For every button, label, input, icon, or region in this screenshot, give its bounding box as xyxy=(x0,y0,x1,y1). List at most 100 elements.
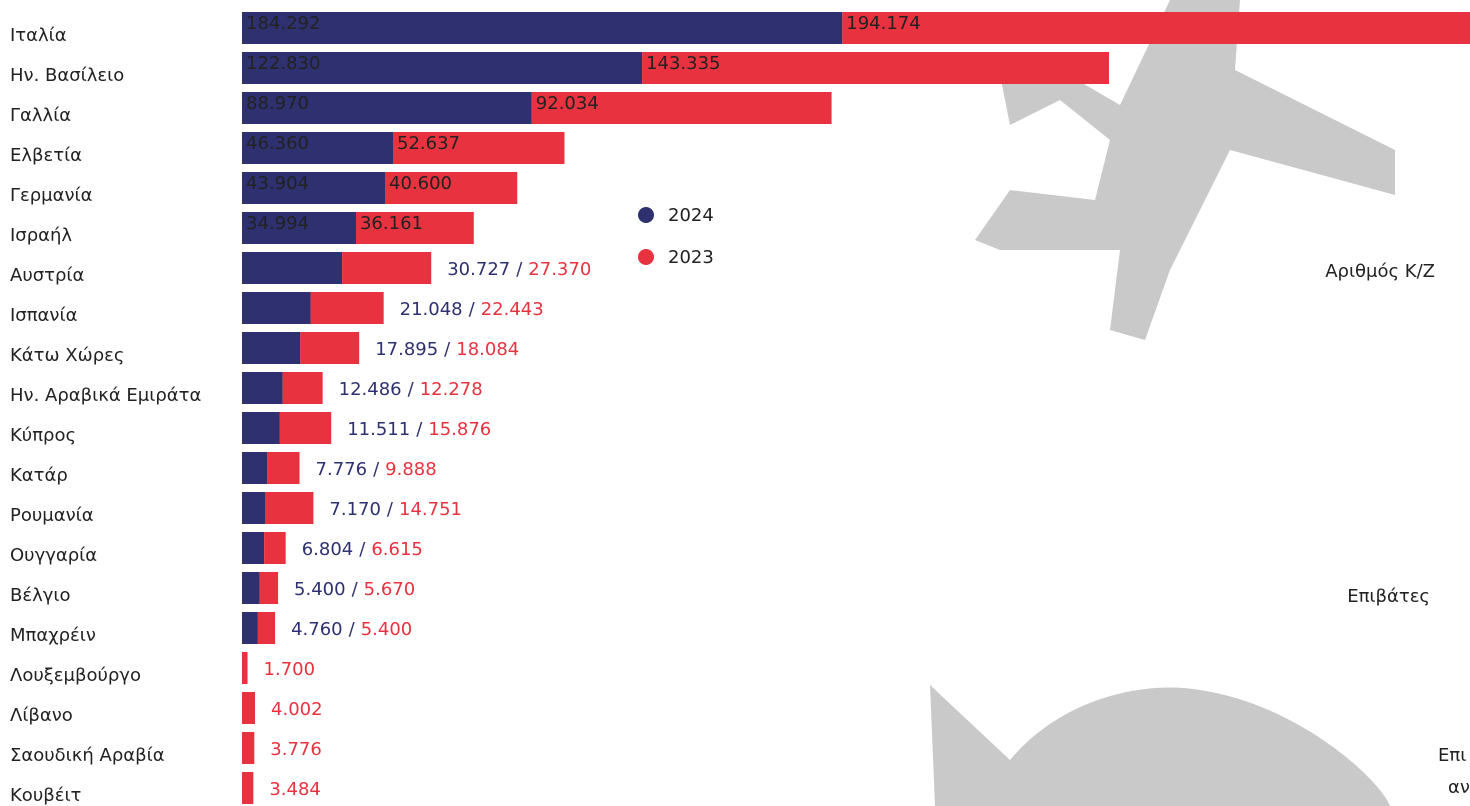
value-label: 6.804 xyxy=(302,539,354,560)
label-separator: / xyxy=(359,539,366,560)
category-label: Αυστρία xyxy=(10,265,84,286)
bar-segment xyxy=(242,372,283,404)
value-label: 11.511 xyxy=(347,419,410,440)
bar-segment xyxy=(242,532,264,564)
category-label: Μπαχρέιν xyxy=(10,625,96,646)
bar-segment xyxy=(242,412,279,444)
value-label: 184.292 xyxy=(246,13,320,34)
value-label-group: 1.700 xyxy=(264,659,316,680)
value-label: 7.170 xyxy=(329,499,381,520)
value-label-group: 3.776 xyxy=(270,739,322,760)
category-label: Κουβέιτ xyxy=(10,785,81,806)
value-label-group: 3.484 xyxy=(269,779,321,800)
legend-marker xyxy=(638,207,654,223)
value-label: 14.751 xyxy=(399,499,462,520)
category-label: Ην. Βασίλειο xyxy=(10,65,124,86)
value-label-group: 11.511 /15.876 xyxy=(347,419,491,440)
value-label: 52.637 xyxy=(397,133,460,154)
bar-segment xyxy=(242,612,258,644)
legend-label: 2024 xyxy=(668,205,714,226)
category-label: Σαουδική Αραβία xyxy=(10,745,165,766)
bar-segment xyxy=(242,652,248,684)
label-separator: / xyxy=(352,579,359,600)
category-label: Κάτω Χώρες xyxy=(10,345,124,366)
plane-silhouette xyxy=(975,0,1395,340)
value-label: 4.002 xyxy=(271,699,323,720)
value-label-group: 21.048 /22.443 xyxy=(400,299,544,320)
category-label: Ισραήλ xyxy=(10,225,72,246)
value-label-group: 7.170 /14.751 xyxy=(329,499,462,520)
value-label: 27.370 xyxy=(528,259,591,280)
label-separator: / xyxy=(408,379,415,400)
value-label: 5.400 xyxy=(361,619,413,640)
label-separator: / xyxy=(516,259,523,280)
value-label: 36.161 xyxy=(360,213,423,234)
circle-shape xyxy=(930,685,1390,806)
label-separator: / xyxy=(444,339,451,360)
bar-segment xyxy=(242,252,342,284)
decoration xyxy=(930,0,1395,806)
category-label: Κύπρος xyxy=(10,425,76,446)
value-label: 17.895 xyxy=(375,339,438,360)
bar-segment xyxy=(279,412,331,444)
category-label: Γερμανία xyxy=(10,185,93,206)
category-label: Λουξεμβούργο xyxy=(10,665,141,686)
bar-segment xyxy=(242,692,255,724)
chart: Ιταλία184.292194.174Ην. Βασίλειο122.8301… xyxy=(0,0,1470,806)
value-label-group: 7.776/9.888 xyxy=(316,459,437,480)
label-separator: / xyxy=(373,459,380,480)
value-label-group: 6.804/6.615 xyxy=(302,539,423,560)
value-label: 30.727 xyxy=(447,259,510,280)
label-separator: / xyxy=(416,419,423,440)
category-label: Βέλγιο xyxy=(10,585,71,606)
bar-segment xyxy=(265,492,313,524)
bar-segment xyxy=(242,12,842,44)
bar-segment xyxy=(264,532,286,564)
value-label: 15.876 xyxy=(428,419,491,440)
value-label: 21.048 xyxy=(400,299,463,320)
category-label: Λίβανο xyxy=(10,705,73,726)
value-label: 5.670 xyxy=(364,579,416,600)
value-label: 12.278 xyxy=(420,379,483,400)
bar-segment xyxy=(342,252,431,284)
value-label: 22.443 xyxy=(481,299,544,320)
value-label: 9.888 xyxy=(385,459,437,480)
value-label: 92.034 xyxy=(536,93,599,114)
bar-segment xyxy=(283,372,323,404)
value-label-group: 4.002 xyxy=(271,699,323,720)
legend-label: 2023 xyxy=(668,247,714,268)
value-label: 122.830 xyxy=(246,53,320,74)
value-label: 18.084 xyxy=(456,339,519,360)
value-label: 5.400 xyxy=(294,579,346,600)
value-label: 1.700 xyxy=(264,659,316,680)
category-label: Ρουμανία xyxy=(10,505,94,526)
label-separator: / xyxy=(387,499,394,520)
value-label: 4.760 xyxy=(291,619,343,640)
label-separator: / xyxy=(349,619,356,640)
bar-segment xyxy=(260,572,278,604)
category-label: Ην. Αραβικά Εμιράτα xyxy=(10,385,201,406)
bar-segment xyxy=(242,732,254,764)
annotation: Επιβάτες xyxy=(1347,586,1430,607)
bar-segment xyxy=(311,292,384,324)
category-label: Κατάρ xyxy=(10,465,68,486)
value-label-group: 4.760 /5.400 xyxy=(291,619,412,640)
annotation: αν xyxy=(1448,777,1470,798)
value-label-group: 12.486 /12.278 xyxy=(339,379,483,400)
annotation: Επι xyxy=(1438,745,1466,766)
category-label: Γαλλία xyxy=(10,105,71,126)
value-label-group: 30.727 /27.370 xyxy=(447,259,591,280)
category-label: Ουγγαρία xyxy=(10,545,97,566)
value-label-group: 17.895 /18.084 xyxy=(375,339,519,360)
value-label: 12.486 xyxy=(339,379,402,400)
value-label: 40.600 xyxy=(389,173,452,194)
value-label: 43.904 xyxy=(246,173,309,194)
value-label: 7.776 xyxy=(316,459,368,480)
value-label: 3.484 xyxy=(269,779,321,800)
label-separator: / xyxy=(469,299,476,320)
category-label: Ιταλία xyxy=(10,25,67,46)
value-label: 143.335 xyxy=(646,53,720,74)
bar-segment xyxy=(267,452,299,484)
value-label: 6.615 xyxy=(371,539,423,560)
bar-segment xyxy=(242,332,300,364)
